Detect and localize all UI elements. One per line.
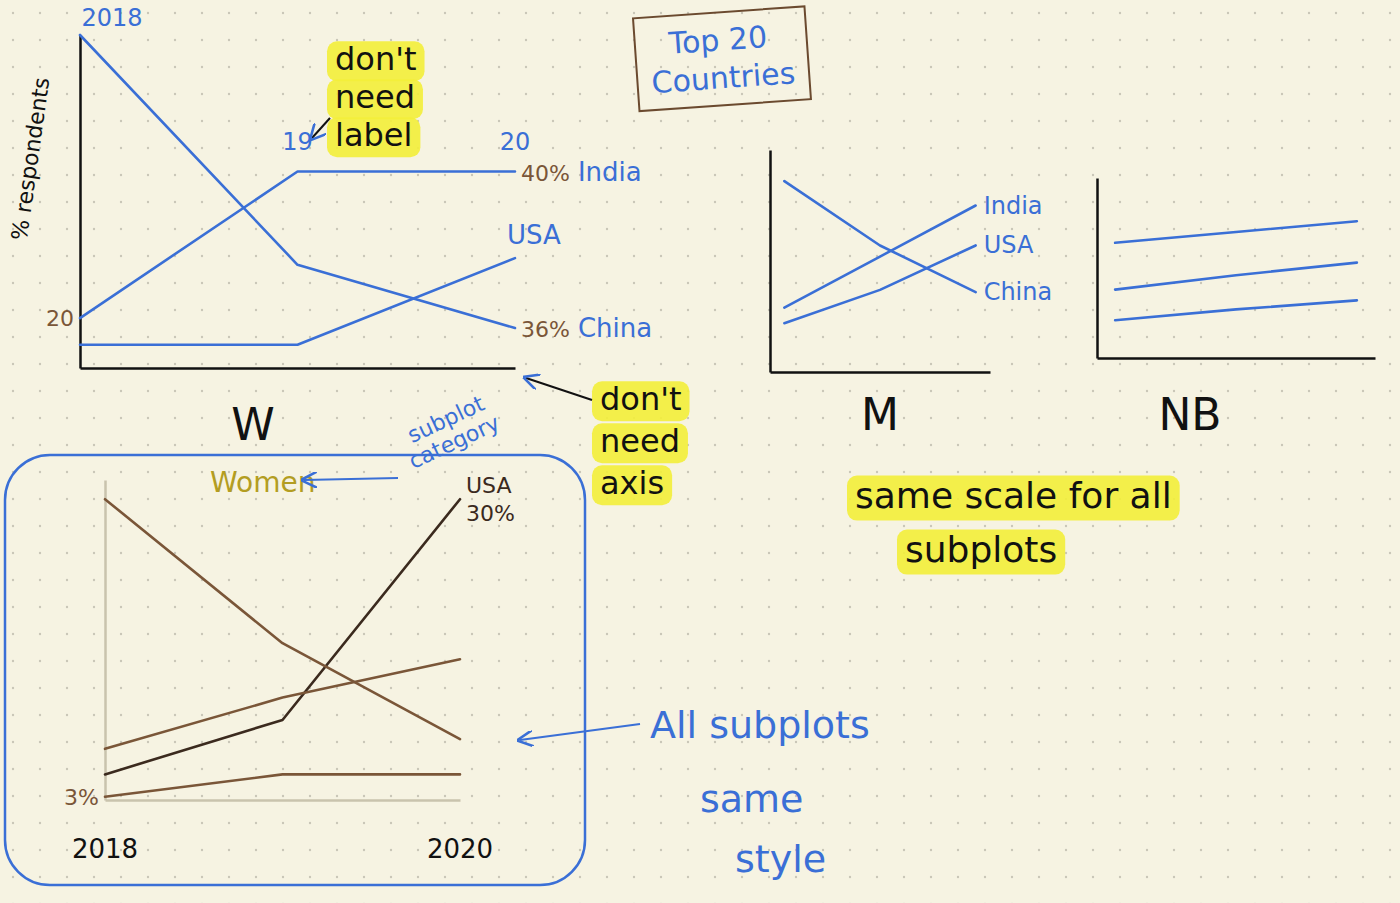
series-line: [784, 245, 975, 323]
y-axis-line: [769, 151, 772, 373]
series-line: [1115, 263, 1357, 290]
lines: [80, 35, 515, 345]
arrow: [312, 118, 330, 138]
x-tick-label: 2018: [72, 834, 138, 864]
annotation: don'tneedaxis: [592, 380, 690, 505]
panel-title: NB: [1158, 389, 1221, 440]
series-line: [105, 499, 460, 774]
start-label: 3%: [64, 785, 99, 810]
labels: 20 40% India USA 36% China 2018 19 20 W % responde…: [7, 4, 652, 450]
series-name: China: [578, 313, 652, 343]
lines: [784, 181, 975, 323]
series-line: [105, 659, 460, 749]
annotation: Top 20Countries: [633, 6, 811, 111]
x-axis: [81, 368, 516, 369]
series-name: India: [578, 157, 642, 187]
y-axis-title: % respondents: [7, 76, 55, 242]
lines: [105, 499, 460, 797]
series-name: USA: [466, 473, 512, 498]
panel-title: W: [231, 399, 275, 450]
series-name: USA: [984, 231, 1034, 259]
panel: USA 30% 3% 2018 2020 Women: [64, 466, 515, 864]
lines: [1115, 221, 1357, 320]
panel: NB: [1098, 179, 1376, 441]
dot-grid: [0, 0, 1400, 903]
y-axis-line: [104, 481, 107, 801]
annotation: same scale for allsubplots: [847, 475, 1180, 575]
x-axis-line: [81, 367, 516, 370]
x-axis: [106, 800, 461, 801]
series-line: [105, 499, 460, 739]
end-label: 30%: [466, 501, 515, 526]
labels: NB: [1158, 389, 1221, 440]
highlight: [847, 476, 1180, 521]
series-line: [784, 181, 975, 292]
series-line: [105, 774, 460, 796]
end-label: 40%: [521, 161, 570, 186]
panel: India USA China M: [771, 151, 1053, 441]
x-axis-line: [106, 799, 461, 802]
series-line: [80, 35, 515, 328]
labels: India USA China M: [861, 192, 1052, 441]
series-line: [784, 206, 975, 308]
series-name: USA: [507, 220, 561, 250]
y-axis: [105, 481, 106, 801]
x-axis-line: [1098, 357, 1376, 360]
x-tick-label: 19: [282, 128, 313, 156]
arrow: [520, 724, 640, 740]
canvas: 20 40% India USA 36% China 2018 19 20 W % responde…: [0, 0, 1400, 903]
background: [0, 0, 1400, 903]
series-line: [1115, 221, 1357, 243]
labels: USA 30% 3% 2018 2020 Women: [64, 466, 515, 864]
end-label: 36%: [521, 317, 570, 342]
panel-box: [5, 455, 585, 885]
panel-title: Women: [210, 466, 315, 499]
y-axis: [1097, 179, 1098, 359]
y-axis-line: [1096, 179, 1099, 359]
series-line: [1115, 300, 1357, 320]
x-tick-label: 2018: [81, 4, 142, 32]
annotation-text: subplotcategory: [395, 388, 504, 474]
annotation-text: same scale for allsubplots: [855, 475, 1172, 570]
annotation: don'tneedlabel: [327, 40, 425, 157]
highlight: [897, 530, 1065, 575]
x-axis-line: [771, 371, 991, 374]
annotation-text: don'tneedaxis: [600, 380, 682, 502]
annotation-text: don'tneedlabel: [335, 40, 417, 154]
series-line: [80, 172, 515, 319]
x-tick-label: 20: [500, 128, 531, 156]
annotation: All subplotssamestyle: [650, 703, 870, 881]
series-line: [80, 258, 515, 345]
x-axis: [1098, 358, 1376, 359]
annotation-text: Top 20Countries: [648, 17, 797, 100]
x-axis: [771, 372, 991, 373]
y-axis: [770, 151, 771, 373]
panel: 20 40% India USA 36% China 2018 19 20 W % responde…: [7, 4, 652, 450]
x-tick-label: 2020: [427, 834, 493, 864]
start-label: 20: [46, 306, 74, 331]
series-name: India: [984, 192, 1043, 220]
annotation-text: All subplotssamestyle: [650, 703, 870, 881]
arrow: [526, 378, 592, 400]
series-name: China: [984, 278, 1053, 306]
arrow: [304, 478, 398, 480]
title-box: [633, 6, 811, 111]
annotations: don'tneedlabel don'tneedaxis Top 20Countri…: [327, 6, 1180, 881]
annotation: subplotcategory: [395, 388, 504, 474]
panel-title: M: [861, 389, 899, 440]
